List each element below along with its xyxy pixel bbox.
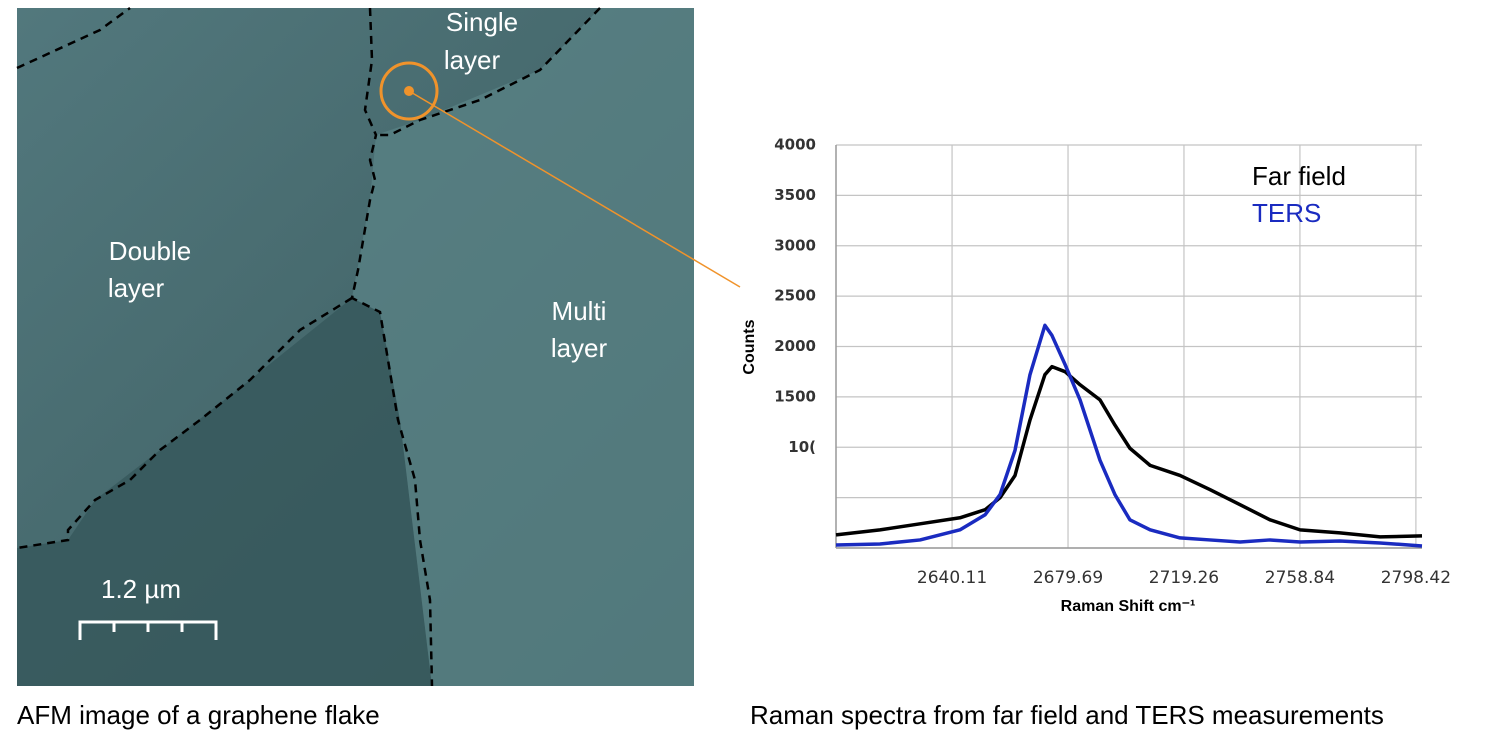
x-tick-label: 2719.26 — [1149, 568, 1219, 588]
boundary — [16, 296, 353, 550]
x-tick-label: 2758.84 — [1265, 568, 1335, 588]
legend-entry: Far field — [1252, 161, 1346, 191]
region-label: layer — [551, 333, 608, 363]
y-tick-label: 2500 — [774, 287, 816, 305]
series-line — [835, 364, 1423, 539]
region-label: layer — [444, 45, 501, 75]
y-tick-label: 3500 — [774, 186, 816, 204]
x-tick-label: 2798.42 — [1381, 568, 1451, 588]
region-label: Single — [446, 7, 518, 37]
x-tick-label: 2679.69 — [1033, 568, 1103, 588]
scale-bar-label: 1.2 µm — [101, 574, 181, 604]
legend-entry: TERS — [1252, 198, 1321, 228]
region-label: Double — [109, 236, 191, 266]
caption: AFM image of a graphene flake — [17, 700, 380, 730]
scale-bar — [78, 620, 218, 640]
y-tick-label: 10( — [788, 438, 816, 456]
boundary — [376, 7, 601, 137]
y-axis-label: Counts — [741, 319, 758, 374]
x-tick-label: 2640.11 — [917, 568, 987, 588]
y-tick-label: 2000 — [774, 337, 816, 355]
boundary — [350, 7, 434, 687]
y-tick-label: 3000 — [774, 236, 816, 254]
region-label: Multi — [552, 296, 607, 326]
afm-region — [352, 8, 694, 686]
region-label: layer — [108, 273, 165, 303]
boundary — [16, 6, 131, 70]
caption: Raman spectra from far field and TERS me… — [750, 700, 1384, 730]
y-tick-label: 1500 — [774, 387, 816, 405]
series-line — [835, 323, 1423, 548]
plot: 10( 1500 2000 2500 3000 3500 4000 2640.11 2679.6… — [774, 136, 1451, 589]
probe-circle — [379, 61, 439, 121]
afm-region — [17, 298, 432, 686]
afm-image: Single layer Double layer Multi layer 1.… — [16, 6, 741, 687]
connector — [408, 90, 741, 288]
y-tick-label: 4000 — [774, 136, 816, 154]
x-axis-label: Raman Shift cm⁻¹ — [1061, 598, 1196, 615]
